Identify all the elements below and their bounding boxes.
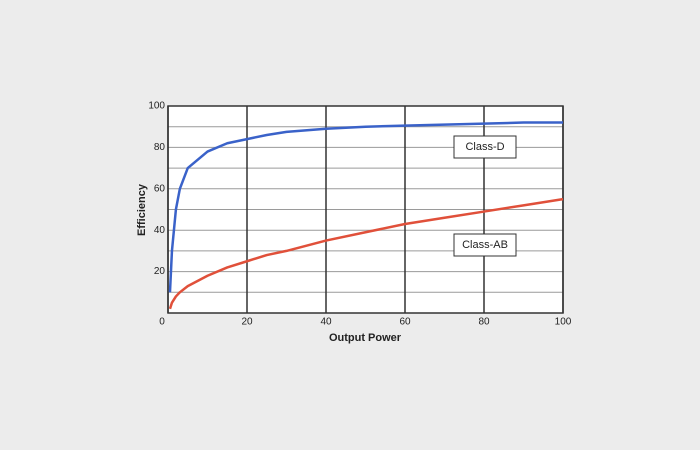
series-line	[168, 197, 564, 310]
x-tick-label: 40	[320, 317, 332, 328]
y-tick-label: 80	[154, 142, 166, 153]
plot-border	[167, 105, 564, 314]
y-tick-label: 60	[154, 183, 166, 194]
y-tick-label: 100	[148, 101, 165, 112]
x-axis-label: Output Power	[329, 332, 402, 344]
x-tick-label: 0	[159, 317, 165, 328]
x-tick-label: 60	[399, 317, 411, 328]
y-tick-label: 40	[154, 225, 166, 236]
series-label: Class-D	[465, 141, 504, 153]
y-axis-label: Efficiency	[136, 183, 148, 236]
x-tick-label: 80	[478, 317, 490, 328]
series-label: Class-AB	[462, 239, 508, 251]
x-tick-label: 20	[241, 317, 253, 328]
label-box	[453, 135, 517, 159]
y-tick-label: 20	[154, 266, 166, 277]
label-box	[453, 233, 517, 257]
series-line	[168, 121, 563, 293]
x-tick-label: 100	[555, 317, 572, 328]
